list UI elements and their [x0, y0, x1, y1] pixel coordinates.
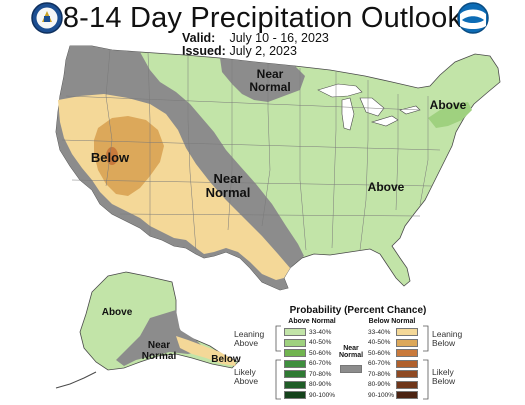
- legend-frame: [275, 325, 429, 400]
- legend-near-header: Near Normal: [338, 345, 364, 359]
- legend-likely-above: Likely Above: [234, 367, 259, 387]
- legend-pct-below-2: 50-60%: [368, 349, 391, 357]
- legend-pct-above-0: 33-40%: [309, 328, 332, 336]
- legend-leaning-above: Leaning Above: [234, 329, 265, 349]
- page-title: 8-14 Day Precipitation Outlook: [62, 2, 463, 34]
- legend-leaning-below: Leaning Below: [432, 329, 463, 349]
- legend-swatch-below-5: [396, 380, 418, 389]
- conus-below-5060: [106, 147, 118, 165]
- state-borders: [61, 49, 441, 251]
- alaska-map: [55, 271, 239, 389]
- alaska-below-3340: [176, 336, 236, 366]
- issued-line: Issued: July 2, 2023: [182, 44, 297, 58]
- legend-swatch-near: [340, 365, 362, 373]
- legend-pct-below-6: 90-100%: [368, 391, 395, 399]
- legend-swatch-above-6: [284, 391, 306, 400]
- legend-above-swatches: 33-40% 40-50% 50-60% 60-70% 70-80% 80-90…: [284, 327, 335, 401]
- legend-swatch-below-3: [396, 359, 418, 368]
- legend-swatch-below-2: [396, 349, 418, 358]
- conus-map: [55, 45, 501, 291]
- legend-title: Probability (Percent Chance): [289, 305, 427, 316]
- legend-pct-above-1: 40-50%: [309, 339, 332, 347]
- conus-near-normal-north: [220, 58, 305, 102]
- noaa-logo-icon: [457, 2, 489, 34]
- issued-label: Issued:: [182, 44, 226, 58]
- legend-swatch-below-6: [396, 391, 418, 400]
- legend-below-header: Below Normal: [368, 318, 416, 325]
- legend-likely-below: Likely Below: [432, 367, 456, 387]
- legend-swatch-below-4: [396, 370, 418, 379]
- valid-label: Valid:: [182, 31, 216, 45]
- legend-pct-above-5: 80-90%: [309, 381, 332, 389]
- valid-line: Valid: July 10 - 16, 2023: [182, 31, 329, 45]
- issued-value: July 2, 2023: [229, 44, 297, 58]
- label-above-alaska: Above: [101, 307, 133, 318]
- legend-pct-above-2: 50-60%: [309, 349, 332, 357]
- legend-pct-above-3: 60-70%: [309, 360, 332, 368]
- legend-pct-below-3: 60-70%: [368, 360, 391, 368]
- great-lakes: [317, 83, 421, 131]
- legend-swatch-above-1: [284, 338, 306, 347]
- legend-below-swatches: 33-40% 40-50% 50-60% 60-70% 70-80% 80-90…: [368, 327, 418, 401]
- legend-pct-below-0: 33-40%: [368, 328, 391, 336]
- legend-swatch-above-0: [284, 328, 306, 337]
- label-near-normal-alaska: Near Normal: [141, 340, 177, 362]
- legend-swatch-above-2: [284, 349, 306, 358]
- legend-swatch-below-0: [396, 328, 418, 337]
- legend-swatch-above-5: [284, 380, 306, 389]
- legend-above-header: Above Normal: [288, 318, 336, 325]
- legend-pct-above-6: 90-100%: [309, 391, 336, 399]
- conus-above-4050-ne: [428, 102, 472, 128]
- legend-pct-below-1: 40-50%: [368, 339, 391, 347]
- alaska-aleutians: [55, 371, 97, 389]
- legend-pct-below-5: 80-90%: [368, 381, 391, 389]
- legend-pct-above-4: 70-80%: [309, 370, 332, 378]
- label-above-northeast: Above: [429, 98, 467, 112]
- alaska-near-normal: [116, 310, 206, 366]
- label-near-normal-central: Near Normal: [205, 171, 251, 200]
- label-above-southeast: Above: [367, 180, 405, 194]
- legend-swatch-above-4: [284, 370, 306, 379]
- legend-swatch-above-3: [284, 359, 306, 368]
- valid-value: July 10 - 16, 2023: [229, 31, 329, 45]
- label-below-alaska: Below: [211, 354, 241, 365]
- legend-swatch-below-1: [396, 338, 418, 347]
- commerce-seal-icon: [31, 2, 63, 34]
- legend-pct-below-4: 70-80%: [368, 370, 391, 378]
- label-below-west: Below: [90, 150, 130, 165]
- label-near-normal-north: Near Normal: [249, 67, 291, 94]
